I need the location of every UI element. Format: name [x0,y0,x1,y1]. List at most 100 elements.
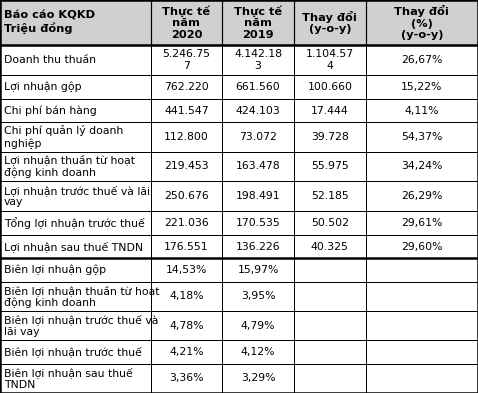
Bar [0,0,151,45]
Text: 17.444: 17.444 [311,106,348,116]
Bar [366,364,478,393]
Bar [294,75,366,99]
Bar [294,99,366,122]
Text: 221.036: 221.036 [164,218,209,228]
Text: Biên lợi nhuận trước thuế: Biên lợi nhuận trước thuế [4,347,141,358]
Bar [151,152,222,181]
Bar [366,258,478,282]
Bar [0,75,151,99]
Bar [222,235,294,258]
Bar [294,235,366,258]
Bar [151,0,222,45]
Bar [0,122,151,152]
Bar [294,311,366,340]
Bar [294,282,366,311]
Bar [294,211,366,235]
Bar [0,311,151,340]
Bar [366,0,478,45]
Bar [151,45,222,75]
Bar [0,45,151,75]
Bar [294,181,366,211]
Bar [151,211,222,235]
Bar [0,282,151,311]
Bar [151,122,222,152]
Bar [366,340,478,364]
Bar [151,311,222,340]
Bar [0,122,151,152]
Bar [0,75,151,99]
Text: 1.104.57
4: 1.104.57 4 [306,50,354,71]
Bar [366,311,478,340]
Text: 34,24%: 34,24% [401,161,443,171]
Text: Biên lợi nhuận trước thuế và
lãi vay: Biên lợi nhuận trước thuế và lãi vay [4,314,158,337]
Bar [366,258,478,282]
Text: Thực tế
năm
2020: Thực tế năm 2020 [163,5,210,40]
Text: 762.220: 762.220 [164,82,209,92]
Text: 50.502: 50.502 [311,218,349,228]
Bar [294,122,366,152]
Text: 100.660: 100.660 [307,82,352,92]
Text: 39.728: 39.728 [311,132,348,142]
Bar [294,258,366,282]
Bar [0,258,151,282]
Text: 52.185: 52.185 [311,191,348,201]
Bar [222,258,294,282]
Text: 170.535: 170.535 [236,218,281,228]
Bar [151,340,222,364]
Text: 112.800: 112.800 [164,132,209,142]
Bar [222,340,294,364]
Bar [366,75,478,99]
Bar [151,340,222,364]
Text: 54,37%: 54,37% [401,132,443,142]
Bar [222,0,294,45]
Bar [294,364,366,393]
Bar [222,122,294,152]
Bar [222,152,294,181]
Bar [222,0,294,45]
Text: Doanh thu thuần: Doanh thu thuần [4,55,96,65]
Bar [366,340,478,364]
Bar [0,211,151,235]
Bar [222,364,294,393]
Bar [0,340,151,364]
Bar [294,99,366,122]
Bar [222,211,294,235]
Text: 219.453: 219.453 [164,161,209,171]
Bar [294,45,366,75]
Bar [0,282,151,311]
Bar [151,235,222,258]
Bar [222,99,294,122]
Bar [366,364,478,393]
Bar [222,282,294,311]
Bar [151,122,222,152]
Text: 5.246.75
7: 5.246.75 7 [163,50,210,71]
Text: 4.142.18
3: 4.142.18 3 [234,50,282,71]
Text: 55.975: 55.975 [311,161,348,171]
Bar [151,211,222,235]
Text: 29,61%: 29,61% [401,218,443,228]
Bar [151,45,222,75]
Bar [0,99,151,122]
Bar [151,282,222,311]
Text: Thay đổi
(%)
(y-o-y): Thay đổi (%) (y-o-y) [394,5,449,40]
Bar [151,235,222,258]
Bar [222,340,294,364]
Bar [0,45,151,75]
Bar [366,122,478,152]
Bar [294,122,366,152]
Bar [294,282,366,311]
Text: 26,29%: 26,29% [401,191,443,201]
Bar [151,311,222,340]
Text: Thay đổi
(y-o-y): Thay đổi (y-o-y) [303,11,357,34]
Text: 15,22%: 15,22% [401,82,443,92]
Bar [294,75,366,99]
Bar [151,364,222,393]
Text: Biên lợi nhuận gộp: Biên lợi nhuận gộp [4,265,106,275]
Bar [366,152,478,181]
Bar [0,181,151,211]
Bar [366,311,478,340]
Bar [222,364,294,393]
Bar [222,181,294,211]
Text: 14,53%: 14,53% [166,265,207,275]
Bar [294,340,366,364]
